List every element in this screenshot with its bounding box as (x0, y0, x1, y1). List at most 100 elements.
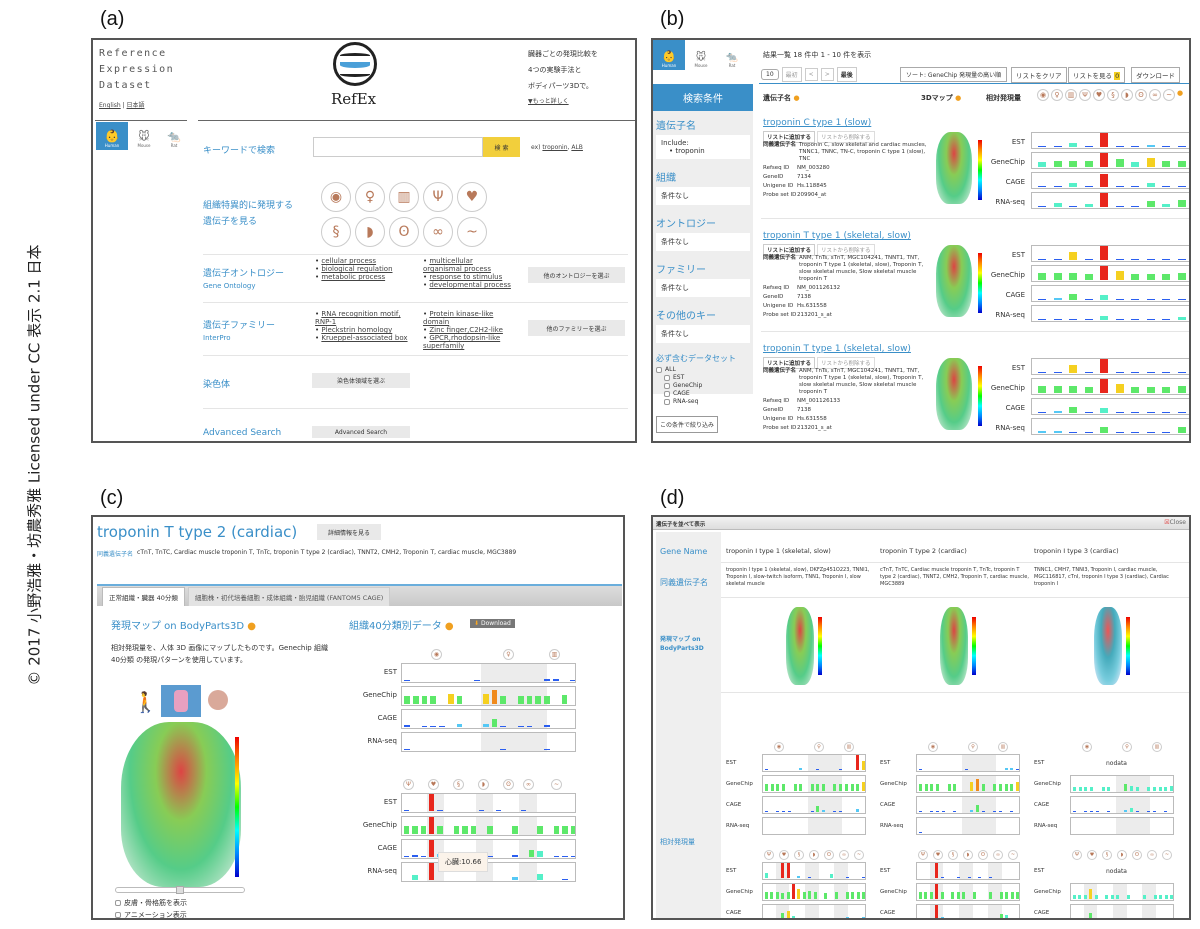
expression-bar[interactable] (1069, 273, 1077, 280)
lung-icon[interactable]: ʘ (1132, 850, 1142, 860)
expression-bar[interactable] (957, 919, 960, 920)
heart-icon[interactable]: ♥ (779, 850, 789, 860)
body-icon[interactable]: ♀ (814, 742, 824, 752)
pancreas-icon[interactable]: ~ (551, 779, 562, 790)
expression-bar[interactable] (1124, 809, 1128, 812)
expression-bar[interactable] (1090, 786, 1094, 791)
expression-bar[interactable] (770, 919, 773, 920)
expression-bar[interactable] (1159, 919, 1162, 920)
expression-bar[interactable] (404, 856, 410, 857)
expression-bar[interactable] (1146, 144, 1155, 147)
expression-bar[interactable] (776, 811, 780, 812)
expression-bar[interactable] (1084, 431, 1093, 433)
sidebar-gene-box[interactable]: Include: • troponin (656, 135, 750, 159)
expression-bar[interactable] (1053, 273, 1062, 280)
expression-bar[interactable] (1038, 372, 1046, 373)
expression-bar[interactable] (1162, 319, 1170, 320)
expression-bar[interactable] (935, 863, 939, 878)
expression-bar[interactable] (1177, 161, 1186, 167)
choose-ontology-button[interactable]: 他のオントロジーを選ぶ (528, 267, 625, 283)
expression-bar[interactable] (537, 851, 543, 857)
expression-bar[interactable] (846, 892, 849, 899)
advanced-search-button[interactable]: Advanced Search (312, 426, 410, 438)
expression-bar[interactable] (1177, 185, 1186, 187)
remove-from-list-button[interactable]: リストから削除する (817, 244, 875, 256)
expression-bar[interactable] (793, 784, 797, 791)
lung-icon[interactable]: ʘ (978, 850, 988, 860)
expression-bar[interactable] (862, 917, 865, 918)
expression-bar[interactable] (833, 811, 837, 812)
expression-bar[interactable] (1131, 146, 1139, 147)
add-to-list-button[interactable]: リストに追加する (763, 244, 816, 256)
full-body-view-icon[interactable]: 🚶 (133, 690, 158, 714)
expression-bar[interactable] (1038, 319, 1046, 320)
intestine-icon[interactable]: § (794, 850, 804, 860)
expression-bar[interactable] (487, 856, 493, 857)
expression-bar[interactable] (924, 919, 927, 920)
more-details-link[interactable]: ▼もっと詳しく (528, 98, 569, 105)
expression-bar[interactable] (1084, 259, 1093, 260)
expression-bar[interactable] (792, 915, 795, 918)
expression-bar[interactable] (1100, 427, 1108, 433)
term-link[interactable]: GPCR,rhodopsin-like superfamily (423, 334, 513, 350)
expression-bar[interactable] (1147, 811, 1151, 812)
liver-icon[interactable]: ◗ (478, 779, 489, 790)
expression-bar[interactable] (1084, 319, 1093, 320)
expression-bar[interactable] (850, 784, 854, 791)
expression-bar[interactable] (1053, 430, 1062, 433)
expression-bar[interactable] (1078, 919, 1081, 920)
expression-bar[interactable] (544, 749, 550, 750)
expression-bar[interactable] (1131, 206, 1139, 207)
expression-bar[interactable] (962, 919, 965, 920)
expression-bar[interactable] (1100, 246, 1108, 260)
expression-bar[interactable] (1162, 259, 1170, 260)
expression-bar[interactable] (941, 811, 945, 812)
expression-bar[interactable] (998, 811, 1002, 812)
expression-bar[interactable] (951, 892, 955, 899)
bodyparts3d-thumbnail[interactable] (786, 607, 814, 685)
expression-bar[interactable] (770, 784, 774, 791)
sidebar-section-value[interactable]: 条件なし (656, 187, 750, 205)
expression-bar[interactable] (429, 794, 435, 811)
rotation-slider[interactable] (115, 886, 245, 894)
expression-bar[interactable] (1095, 919, 1098, 920)
expression-bar[interactable] (537, 825, 543, 834)
expression-bar[interactable] (1038, 412, 1046, 413)
expression-bar[interactable] (1115, 185, 1124, 187)
expression-bar[interactable] (1162, 299, 1170, 300)
uterus-icon[interactable]: Ψ (764, 850, 774, 860)
expression-bar[interactable] (1105, 919, 1108, 920)
expression-bar[interactable] (544, 725, 550, 727)
expression-bar[interactable] (1089, 913, 1093, 918)
dataset-checkbox-rna-seq[interactable]: RNA-seq (656, 398, 750, 406)
expression-bar[interactable] (412, 855, 418, 857)
expression-bar[interactable] (846, 876, 849, 878)
expression-bar[interactable] (765, 769, 768, 770)
download-button[interactable]: ダウンロード (1131, 67, 1180, 83)
expression-bar[interactable] (570, 856, 575, 857)
expression-bar[interactable] (967, 877, 971, 878)
species-rat-tab[interactable]: 🐀 Rat (167, 130, 181, 148)
help-icon[interactable]: ● (247, 621, 256, 632)
expression-bar[interactable] (1177, 316, 1186, 320)
expression-bar[interactable] (1053, 372, 1062, 373)
expression-bar[interactable] (447, 693, 454, 704)
kidney-icon[interactable]: ∞ (993, 850, 1003, 860)
sort-select[interactable]: ソート: GeneChip 発現量の高い順 (900, 67, 1008, 82)
term-link[interactable]: Krueppel-associated box (315, 334, 415, 342)
expression-bar[interactable] (1158, 786, 1162, 791)
expression-bar[interactable] (1069, 386, 1077, 393)
skin-icon[interactable]: ▥ (1065, 89, 1077, 101)
expression-bar[interactable] (1069, 161, 1077, 167)
expression-bar[interactable] (981, 811, 985, 812)
kidney-icon[interactable]: ∞ (1147, 850, 1157, 860)
expression-bar[interactable] (1010, 892, 1014, 899)
expression-bar[interactable] (1053, 259, 1062, 260)
expression-bar[interactable] (1105, 894, 1109, 899)
expression-bar[interactable] (1084, 919, 1087, 920)
expression-bar[interactable] (1127, 894, 1130, 899)
expression-bar[interactable] (1110, 894, 1114, 899)
expression-bar[interactable] (512, 876, 518, 880)
expression-bar[interactable] (989, 877, 993, 878)
expression-bar[interactable] (776, 784, 780, 791)
